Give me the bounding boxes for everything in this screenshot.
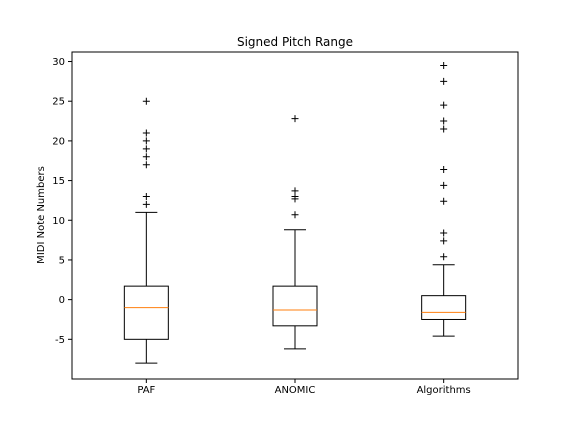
outlier-point xyxy=(440,101,448,109)
outlier-point xyxy=(440,237,448,245)
outlier-point xyxy=(291,211,299,219)
y-tick-label: 5 xyxy=(59,255,65,266)
box-iqr xyxy=(421,295,467,320)
outlier-point xyxy=(142,192,150,200)
outlier-point xyxy=(440,253,448,261)
y-axis-label: MIDI Note Numbers xyxy=(36,166,47,264)
x-tick-label: Algorithms xyxy=(417,385,471,396)
outlier-point xyxy=(142,137,150,145)
x-tick-label: ANOMIC xyxy=(275,385,316,396)
outlier-point xyxy=(142,129,150,137)
chart-title: Signed Pitch Range xyxy=(237,35,353,49)
box-iqr xyxy=(123,285,169,340)
outlier-point xyxy=(142,145,150,153)
outlier-point xyxy=(440,125,448,133)
box-iqr xyxy=(272,285,318,327)
outlier-point xyxy=(440,181,448,189)
y-tick-label: 25 xyxy=(52,97,65,108)
outlier-point xyxy=(142,97,150,105)
y-tick-label: -5 xyxy=(55,335,65,346)
outlier-point xyxy=(142,161,150,169)
outlier-point xyxy=(142,200,150,208)
y-tick-label: 0 xyxy=(59,295,65,306)
outlier-point xyxy=(440,77,448,85)
outlier-point xyxy=(440,229,448,237)
outlier-point xyxy=(440,117,448,125)
y-tick-label: 15 xyxy=(52,176,65,187)
y-tick-label: 10 xyxy=(52,216,65,227)
outlier-point xyxy=(142,153,150,161)
outlier-point xyxy=(291,115,299,123)
x-tick-label: PAF xyxy=(137,385,155,396)
y-tick-label: 20 xyxy=(52,136,65,147)
plot-area: -5 0 5 10 15 20 25 30 PAF ANOMIC Algorithms xyxy=(52,51,519,396)
outlier-point xyxy=(440,61,448,69)
y-tick-label: 30 xyxy=(52,57,65,68)
outlier-point xyxy=(440,197,448,205)
outlier-point xyxy=(440,165,448,173)
outlier-point xyxy=(291,187,299,195)
